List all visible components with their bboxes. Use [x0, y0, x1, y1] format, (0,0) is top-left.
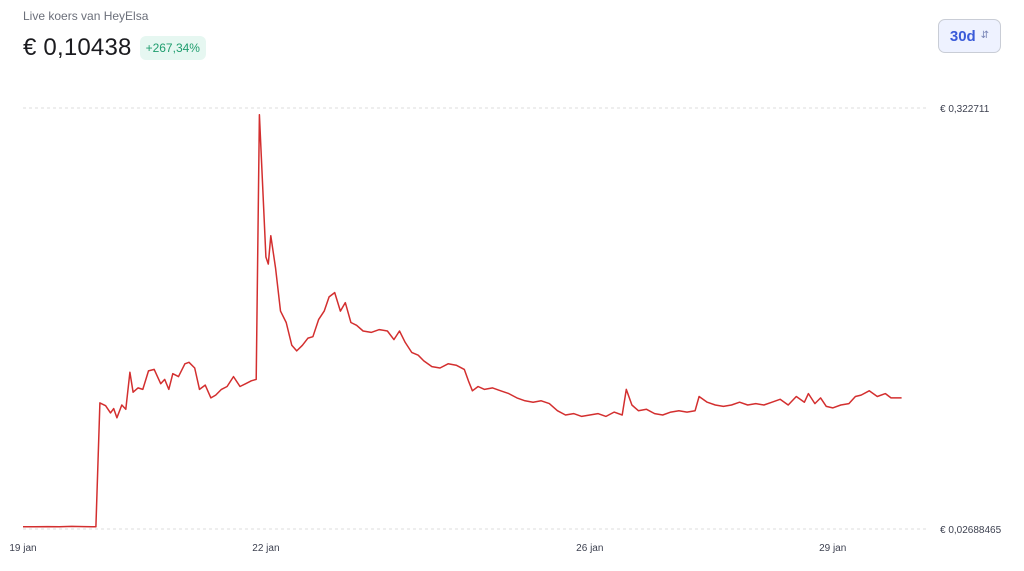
price-change-badge: +267,34%	[139, 36, 206, 60]
x-tick-label: 29 jan	[819, 543, 846, 554]
current-price: € 0,10438	[23, 34, 132, 61]
price-header: Live koers van HeyElsa € 0,10438 +267,34…	[23, 8, 206, 64]
price-series-line	[22, 113, 902, 528]
price-row: € 0,10438 +267,34%	[23, 32, 206, 64]
x-tick-label: 19 jan	[9, 543, 36, 554]
x-tick-label: 26 jan	[576, 543, 603, 554]
time-range-select[interactable]: 30d ⇵	[938, 19, 1001, 53]
up-down-chevron-icon: ⇵	[980, 30, 990, 41]
y-max-label: € 0,322711	[940, 104, 990, 115]
y-min-label: € 0,02688465	[940, 525, 1002, 536]
x-axis-ticks: 19 jan 22 jan 26 jan 29 jan	[9, 543, 846, 554]
page-subtitle: Live koers van HeyElsa	[23, 9, 149, 23]
time-range-label: 30d	[949, 27, 976, 45]
x-tick-label: 22 jan	[252, 543, 279, 554]
